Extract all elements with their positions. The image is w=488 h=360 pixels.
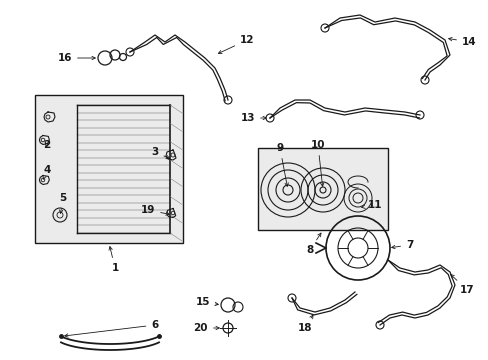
- Text: 3: 3: [151, 147, 169, 159]
- Text: 4: 4: [43, 165, 51, 179]
- Text: 8: 8: [306, 233, 320, 255]
- Text: 7: 7: [391, 240, 412, 250]
- Text: 15: 15: [195, 297, 218, 307]
- Text: 9: 9: [276, 143, 288, 186]
- Text: 19: 19: [141, 205, 169, 215]
- Text: 13: 13: [240, 113, 266, 123]
- Text: 18: 18: [297, 315, 312, 333]
- Text: 1: 1: [109, 247, 119, 273]
- Text: 12: 12: [218, 35, 254, 54]
- Text: 6: 6: [64, 320, 158, 337]
- Text: 17: 17: [450, 275, 474, 295]
- Text: 11: 11: [361, 200, 382, 210]
- Text: 14: 14: [448, 37, 476, 47]
- Text: 2: 2: [43, 140, 51, 150]
- Text: 10: 10: [310, 140, 325, 186]
- Text: 16: 16: [58, 53, 95, 63]
- Text: 20: 20: [193, 323, 219, 333]
- Text: 5: 5: [59, 193, 66, 213]
- Bar: [35, 95, 183, 243]
- Bar: [258, 148, 387, 230]
